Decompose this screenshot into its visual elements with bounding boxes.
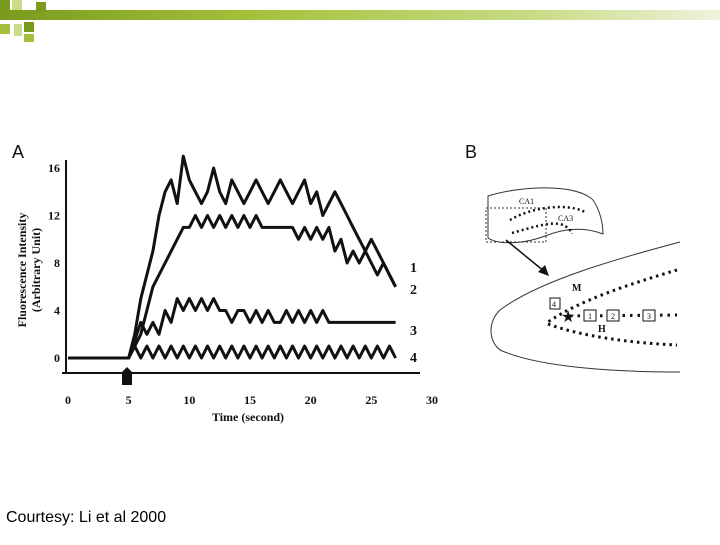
series-line-4 bbox=[68, 344, 397, 360]
granule-layer-upper bbox=[547, 268, 678, 324]
zoom-arrow-icon bbox=[538, 265, 549, 276]
x-tick-label: 20 bbox=[305, 393, 317, 407]
svg-text:2: 2 bbox=[611, 312, 615, 321]
x-axis-label: Time (second) bbox=[212, 410, 284, 424]
series-line-1 bbox=[68, 154, 397, 360]
x-tick-label: 30 bbox=[426, 393, 438, 407]
panel-b-label: B bbox=[465, 142, 478, 162]
recording-site-4: 4 bbox=[549, 297, 561, 310]
x-tick-label: 15 bbox=[244, 393, 256, 407]
ca1-label: CA1 bbox=[519, 197, 534, 206]
stimulus-arrow-icon bbox=[120, 367, 134, 385]
ca3-dotted-layer bbox=[511, 222, 574, 235]
x-tick-label: 5 bbox=[126, 393, 132, 407]
recording-site-3: 3 bbox=[642, 309, 656, 322]
hippocampus-diagram: CA1 CA3 M H ★ 4 1 2 bbox=[485, 187, 681, 373]
recording-site-1: 1 bbox=[583, 309, 597, 322]
y-axis-label: Fluorescence Intensity bbox=[15, 213, 29, 328]
y-tick-label: 12 bbox=[48, 209, 60, 223]
y-tick-label: 8 bbox=[54, 256, 60, 270]
series-label-3: 3 bbox=[410, 324, 417, 339]
ca3-label: CA3 bbox=[558, 214, 573, 223]
granule-layer-lower bbox=[547, 322, 678, 347]
y-tick-label: 4 bbox=[54, 304, 60, 318]
svg-text:1: 1 bbox=[588, 312, 592, 321]
zoom-box bbox=[485, 207, 547, 243]
recording-site-2: 2 bbox=[606, 309, 620, 322]
zoom-arrow-line bbox=[505, 239, 546, 273]
x-tick-label: 10 bbox=[183, 393, 195, 407]
hilus-dotted-line bbox=[569, 313, 678, 318]
y-tick-label: 16 bbox=[48, 161, 60, 175]
enlarged-outline bbox=[490, 241, 681, 373]
series-line-3 bbox=[68, 297, 396, 360]
svg-text:3: 3 bbox=[647, 312, 651, 321]
corner-squares bbox=[0, 0, 46, 42]
x-tick-label: 25 bbox=[365, 393, 377, 407]
panel-a-label: A bbox=[12, 142, 25, 162]
series-label-2: 2 bbox=[410, 283, 417, 298]
molecular-layer-label: M bbox=[572, 283, 582, 294]
series-label-4: 4 bbox=[410, 351, 417, 366]
y-axis-label-unit: (Arbitrary Unit) bbox=[29, 228, 43, 312]
top-accent-bar bbox=[0, 10, 720, 20]
series-label-1: 1 bbox=[410, 261, 417, 276]
hilus-label: H bbox=[598, 324, 606, 335]
x-tick-label: 0 bbox=[65, 393, 71, 407]
stimulation-star-icon: ★ bbox=[561, 309, 575, 326]
ca1-dotted-layer bbox=[509, 205, 586, 222]
hippocampus-outline bbox=[487, 187, 604, 244]
y-tick-label: 0 bbox=[54, 351, 60, 365]
caption: Courtesy: Li et al 2000 bbox=[6, 509, 167, 526]
svg-text:4: 4 bbox=[552, 300, 556, 309]
series-line-2 bbox=[68, 214, 397, 360]
